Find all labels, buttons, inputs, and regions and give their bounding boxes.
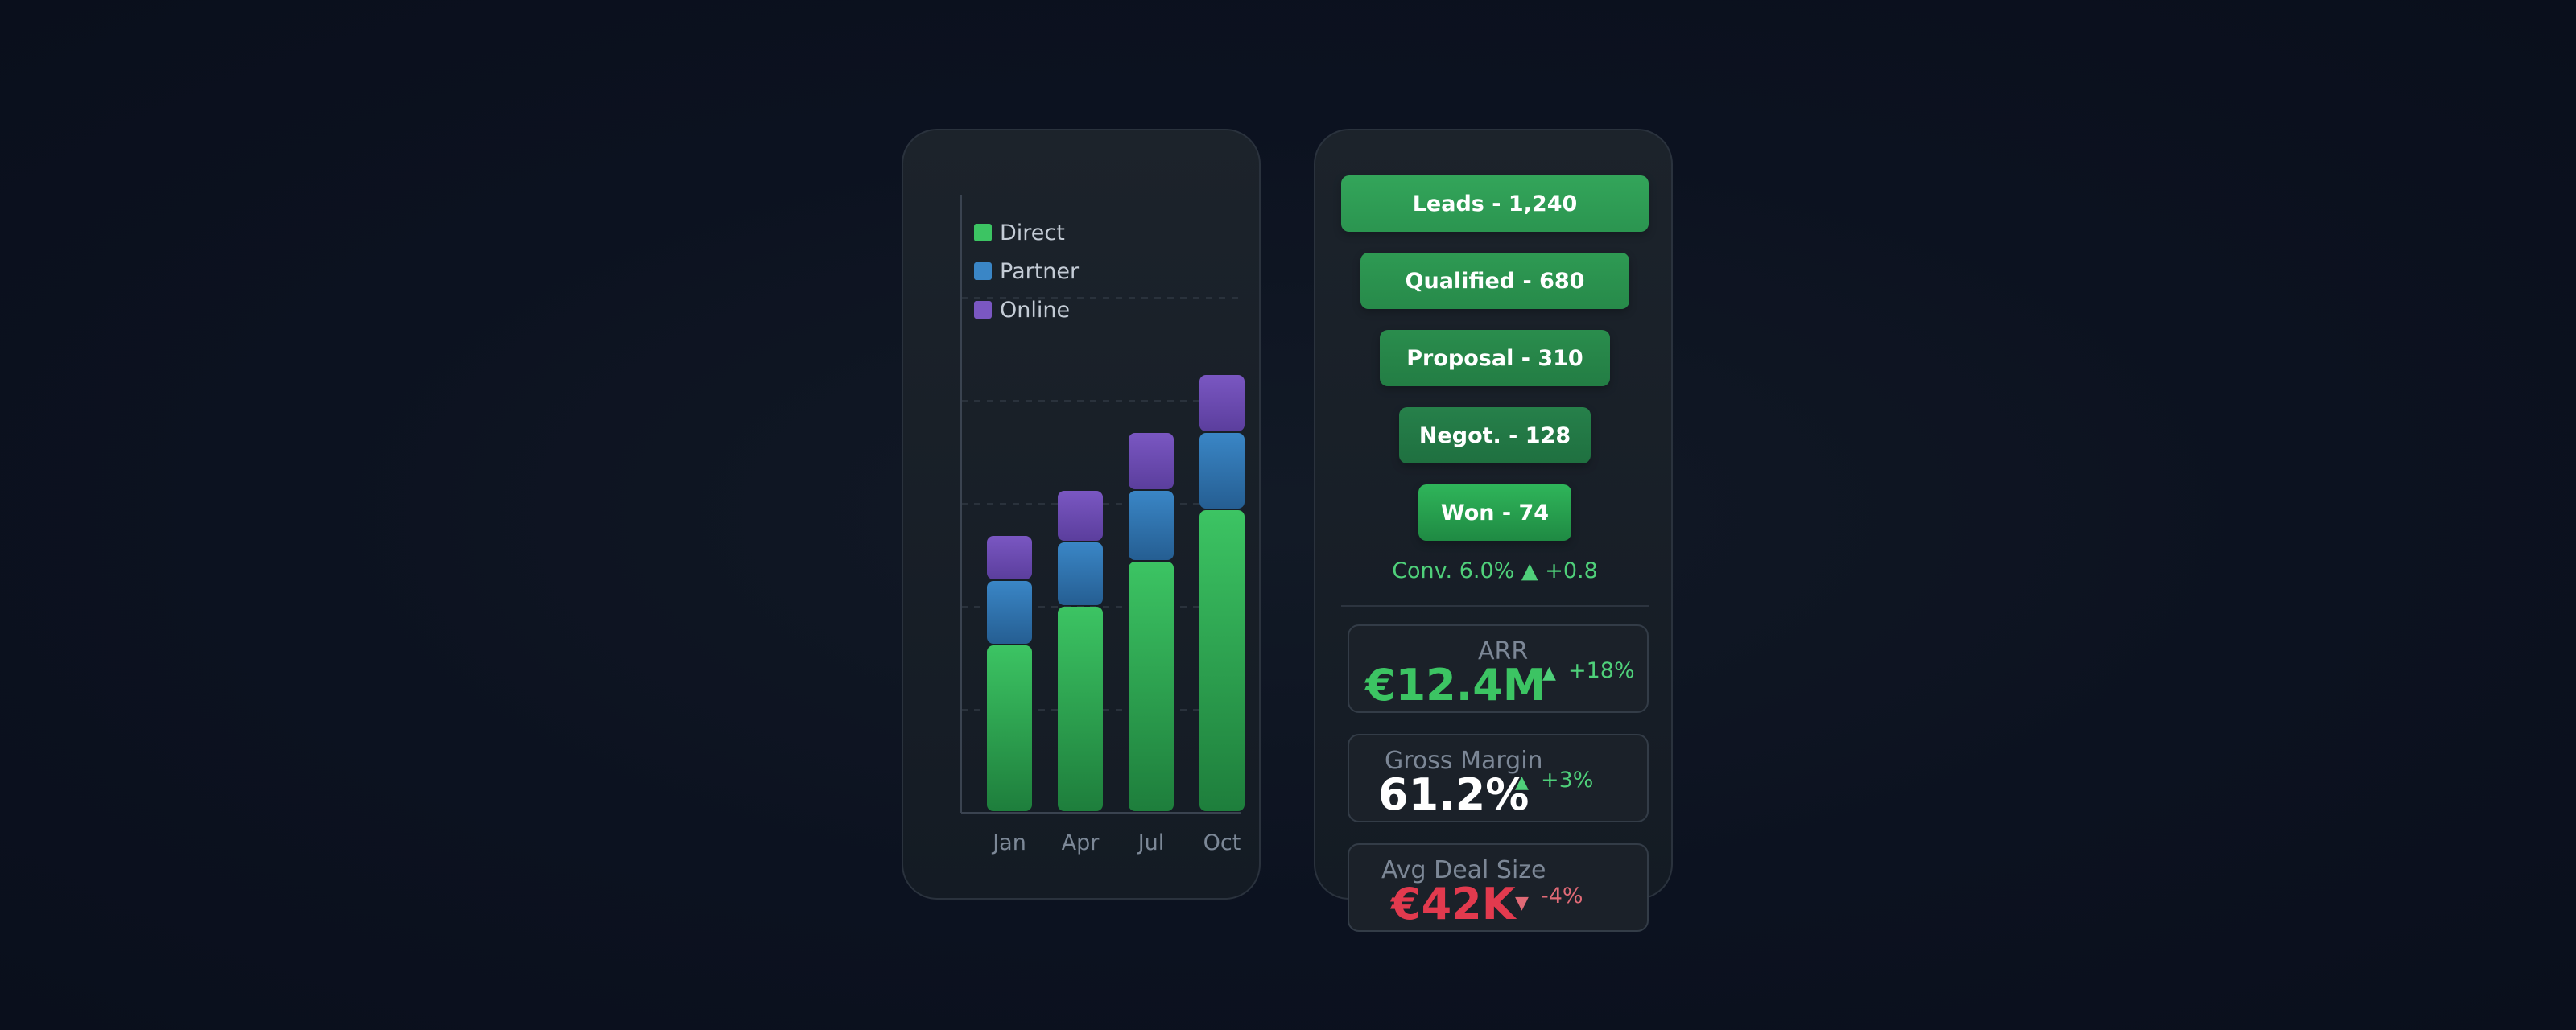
grid-lines (961, 297, 1241, 711)
funnel-stage: Qualified - 680 (1360, 253, 1629, 309)
legend-label-direct: Direct (1000, 220, 1065, 245)
trend-down-icon: ▼ (1515, 893, 1529, 913)
kpi-label: ARR (1478, 637, 1529, 665)
x-tick-label: Oct (1203, 830, 1241, 855)
funnel-stage: Won - 74 (1418, 484, 1571, 541)
legend-label-partner: Partner (1000, 259, 1080, 284)
legend-label-online: Online (1000, 298, 1070, 323)
conversion-rate: Conv. 6.0% ▲ +0.8 (1392, 558, 1598, 583)
trend-up-icon: ▲ (1542, 663, 1556, 683)
kpi-delta: +3% (1541, 768, 1594, 793)
x-tick-labels: Jan Apr Jul Oct (991, 830, 1241, 855)
bar-online-jul (1129, 433, 1174, 489)
legend-swatch-online (974, 301, 992, 319)
kpi-delta: +18% (1568, 658, 1635, 683)
funnel-stage: Negot. - 128 (1399, 407, 1591, 464)
x-tick-label: Jan (991, 830, 1026, 855)
kpi-card: Avg Deal Size €42K ▼ -4% (1348, 843, 1649, 932)
bar-direct-apr (1058, 607, 1103, 811)
bar-online-oct (1199, 375, 1245, 431)
funnel-kpi-panel: Leads - 1,240 Qualified - 680 Proposal - 3… (1314, 129, 1673, 932)
legend-swatch-direct (974, 224, 992, 241)
bar-online-jan (987, 536, 1032, 579)
x-tick-label: Jul (1137, 830, 1165, 855)
funnel-stage: Leads - 1,240 (1341, 175, 1649, 232)
bar-partner-oct (1199, 433, 1245, 509)
bar-partner-jul (1129, 491, 1174, 560)
stacked-bar-chart: Jan Apr Jul Oct Direct Partner Online (960, 195, 1245, 855)
bar-direct-oct (1199, 510, 1245, 811)
bar-direct-jul (1129, 562, 1174, 811)
bars (987, 375, 1245, 811)
kpi-label: Avg Deal Size (1381, 856, 1546, 884)
funnel-stage: Proposal - 310 (1380, 330, 1610, 386)
bar-direct-jan (987, 645, 1032, 811)
divider (1341, 605, 1649, 607)
kpi-value: €42K (1391, 879, 1516, 929)
legend-swatch-partner (974, 262, 992, 280)
kpi-value: €12.4M (1365, 660, 1546, 711)
chart-panel: Jan Apr Jul Oct Direct Partner Online (902, 129, 1261, 900)
kpi-delta: -4% (1541, 884, 1583, 908)
kpi-label: Gross Margin (1385, 747, 1543, 775)
kpi-value: 61.2% (1378, 769, 1530, 820)
legend: Direct Partner Online (974, 220, 1080, 323)
trend-up-icon: ▲ (1515, 772, 1529, 793)
bar-partner-jan (987, 581, 1032, 644)
kpi-card: Gross Margin 61.2% ▲ +3% (1348, 734, 1649, 822)
bar-online-apr (1058, 491, 1103, 541)
bar-partner-apr (1058, 542, 1103, 605)
x-tick-label: Apr (1062, 830, 1100, 855)
kpi-card: ARR €12.4M ▲ +18% (1348, 624, 1649, 713)
